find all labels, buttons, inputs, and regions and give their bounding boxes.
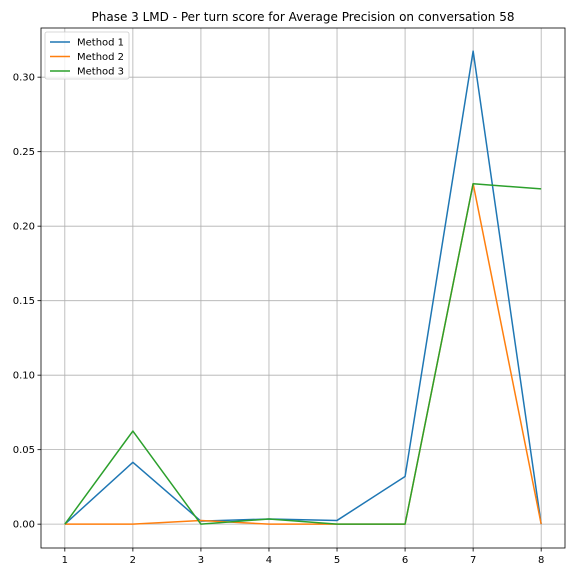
x-tick-label: 5 [334,555,340,566]
y-tick-label: 0.15 [13,296,35,307]
x-tick-label: 7 [470,555,476,566]
x-tick-label: 3 [198,555,204,566]
grid-lines [41,28,565,548]
legend-box [44,31,130,80]
x-tick-label: 8 [538,555,544,566]
y-tick-label: 0.05 [13,445,35,456]
y-tick-label: 0.10 [13,371,35,382]
series-line-method-2 [64,182,542,525]
x-tick-label: 1 [62,555,68,566]
y-tick-label: 0.30 [13,73,35,84]
y-tick-label: 0.25 [13,147,35,158]
plot-area-frame [40,27,566,549]
x-tick-label: 4 [266,555,272,566]
series-line-method-1 [64,50,542,525]
legend-label: Method 3 [77,67,124,78]
series-line-method-3 [64,182,542,525]
chart-title: Phase 3 LMD - Per turn score for Average… [92,10,515,24]
series-lines [64,50,542,525]
y-tick-label: 0.20 [13,222,35,233]
legend-label: Method 1 [77,38,124,49]
legend: Method 1 Method 2 Method 3 [44,31,130,80]
axis-ticks: 1 2 3 4 5 6 7 8 0.00 0.05 0.10 0.15 0.20 0.25 0.30 [13,73,545,566]
legend-label: Method 2 [77,52,124,63]
x-tick-label: 6 [402,555,408,566]
y-tick-label: 0.00 [13,520,35,531]
x-tick-label: 2 [130,555,136,566]
